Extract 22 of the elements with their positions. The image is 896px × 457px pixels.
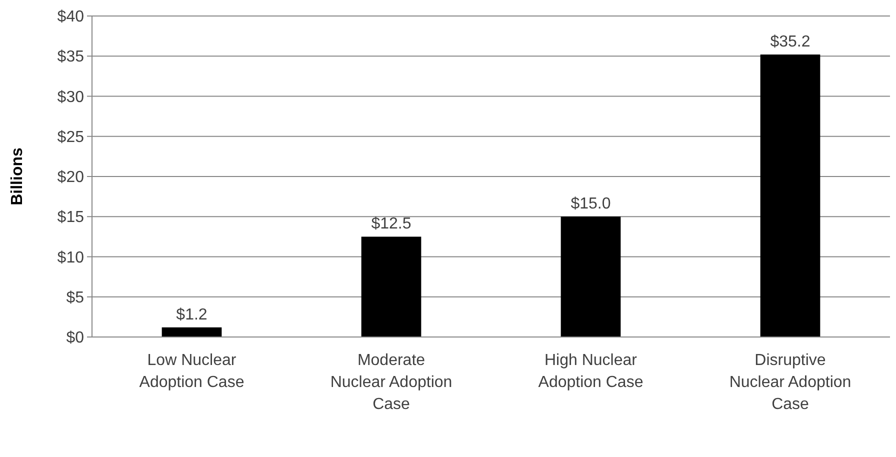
bar: [162, 327, 222, 337]
y-tick-label: $40: [57, 8, 84, 26]
bar: [361, 236, 422, 337]
bar: [760, 54, 820, 337]
x-tick-label: High Nuclear Adoption Case: [538, 352, 644, 391]
data-label: $1.2: [176, 306, 208, 324]
x-tick-label: Moderate Nuclear Adoption Case: [330, 352, 452, 413]
x-tick-label: Low Nuclear Adoption Case: [139, 352, 244, 391]
x-tick-label: Disruptive Nuclear Adoption Case: [729, 352, 852, 413]
y-tick-label: $20: [57, 169, 84, 186]
y-axis-title: Billions: [9, 148, 26, 206]
data-label: $15.0: [570, 196, 611, 213]
y-tick-label: $5: [66, 289, 84, 306]
y-tick-label: $0: [66, 330, 84, 347]
y-tick-label: $25: [57, 128, 84, 146]
y-tick-label: $10: [57, 249, 84, 266]
data-label: $35.2: [770, 34, 810, 51]
y-tick-label: $15: [57, 209, 84, 226]
y-tick-label: $35: [57, 48, 84, 66]
data-label: $12.5: [371, 216, 412, 233]
y-tick-label: $30: [57, 88, 84, 106]
bar: [560, 216, 621, 337]
